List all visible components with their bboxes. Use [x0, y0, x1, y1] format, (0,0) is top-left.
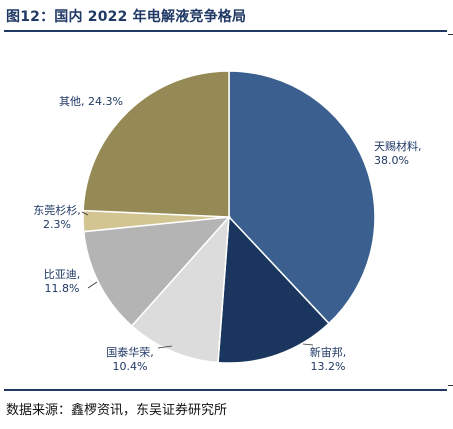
source-rule	[4, 389, 447, 391]
source-note: 数据来源：鑫椤资讯，东吴证券研究所	[6, 403, 228, 418]
slice-label-6: 其他, 24.3%	[59, 95, 123, 108]
title-rule	[4, 30, 447, 32]
pie-slices	[82, 70, 376, 364]
slice-label-2: 新宙邦, 13.2%	[310, 345, 347, 373]
slice-label-5: 东莞杉杉, 2.3%	[33, 203, 81, 231]
chart-title: 图12：国内 2022 年电解液竞争格局	[6, 9, 247, 25]
slice-label-1: 天赐材料, 38.0%	[374, 139, 422, 167]
leader-line-3	[157, 345, 173, 349]
slice-label-3: 国泰华荣, 10.4%	[106, 345, 154, 373]
slice-label-4: 比亚迪, 11.8%	[44, 268, 81, 295]
side-tick-top	[448, 34, 453, 35]
leader-line-2	[302, 343, 314, 346]
side-tick-bottom	[448, 385, 453, 386]
pie-slice-1	[228, 70, 376, 325]
leader-line-5	[81, 211, 89, 216]
pie-slice-4	[82, 216, 231, 327]
leader-line-4	[87, 281, 98, 289]
pie-slice-6	[82, 70, 230, 218]
pie-labels: 天赐材料, 38.0% 新宙邦, 13.2% 国泰华荣, 10.4% 比亚迪, 11.8% 东莞…	[33, 95, 421, 373]
pie-slice-2	[217, 215, 331, 364]
pie-slice-3	[130, 214, 230, 364]
